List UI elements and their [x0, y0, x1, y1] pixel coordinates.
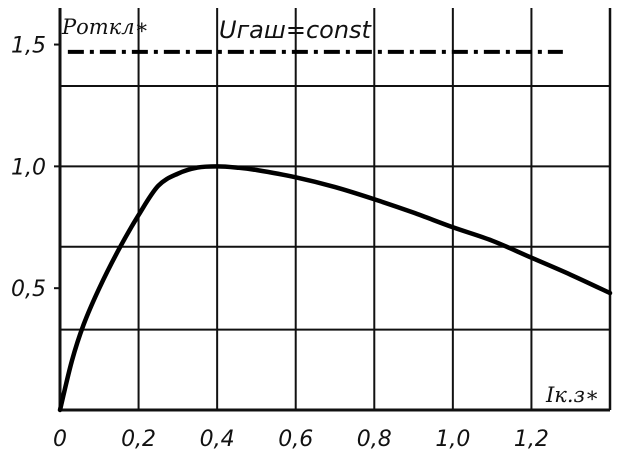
tick-labels: 0 0,2 0,4 0,6 0,8 1,0 1,2 0,5 1,0 1,5 — [11, 34, 549, 452]
x-axis-label: Iк.з∗ — [545, 383, 599, 407]
y-tick-label: 1,5 — [11, 34, 46, 59]
x-tick-label: 0 — [53, 427, 67, 452]
x-tick-label: 1,2 — [514, 427, 549, 452]
series-group — [57, 49, 613, 413]
grid-lines — [60, 8, 610, 410]
x-tick-label: 0,6 — [278, 427, 313, 452]
y-tick-label: 1,0 — [11, 155, 46, 180]
y-axis-label: Pоткл∗ — [61, 15, 149, 39]
axes — [58, 8, 612, 412]
x-tick-label: 0,2 — [121, 427, 156, 452]
y-tick-label: 0,5 — [11, 277, 46, 302]
x-tick-label: 1,0 — [435, 427, 470, 452]
x-tick-label: 0,4 — [200, 427, 235, 452]
annotation-u-const: Uгаш=const — [219, 16, 373, 44]
series-line-main — [57, 164, 613, 413]
x-tick-label: 0,8 — [357, 427, 392, 452]
